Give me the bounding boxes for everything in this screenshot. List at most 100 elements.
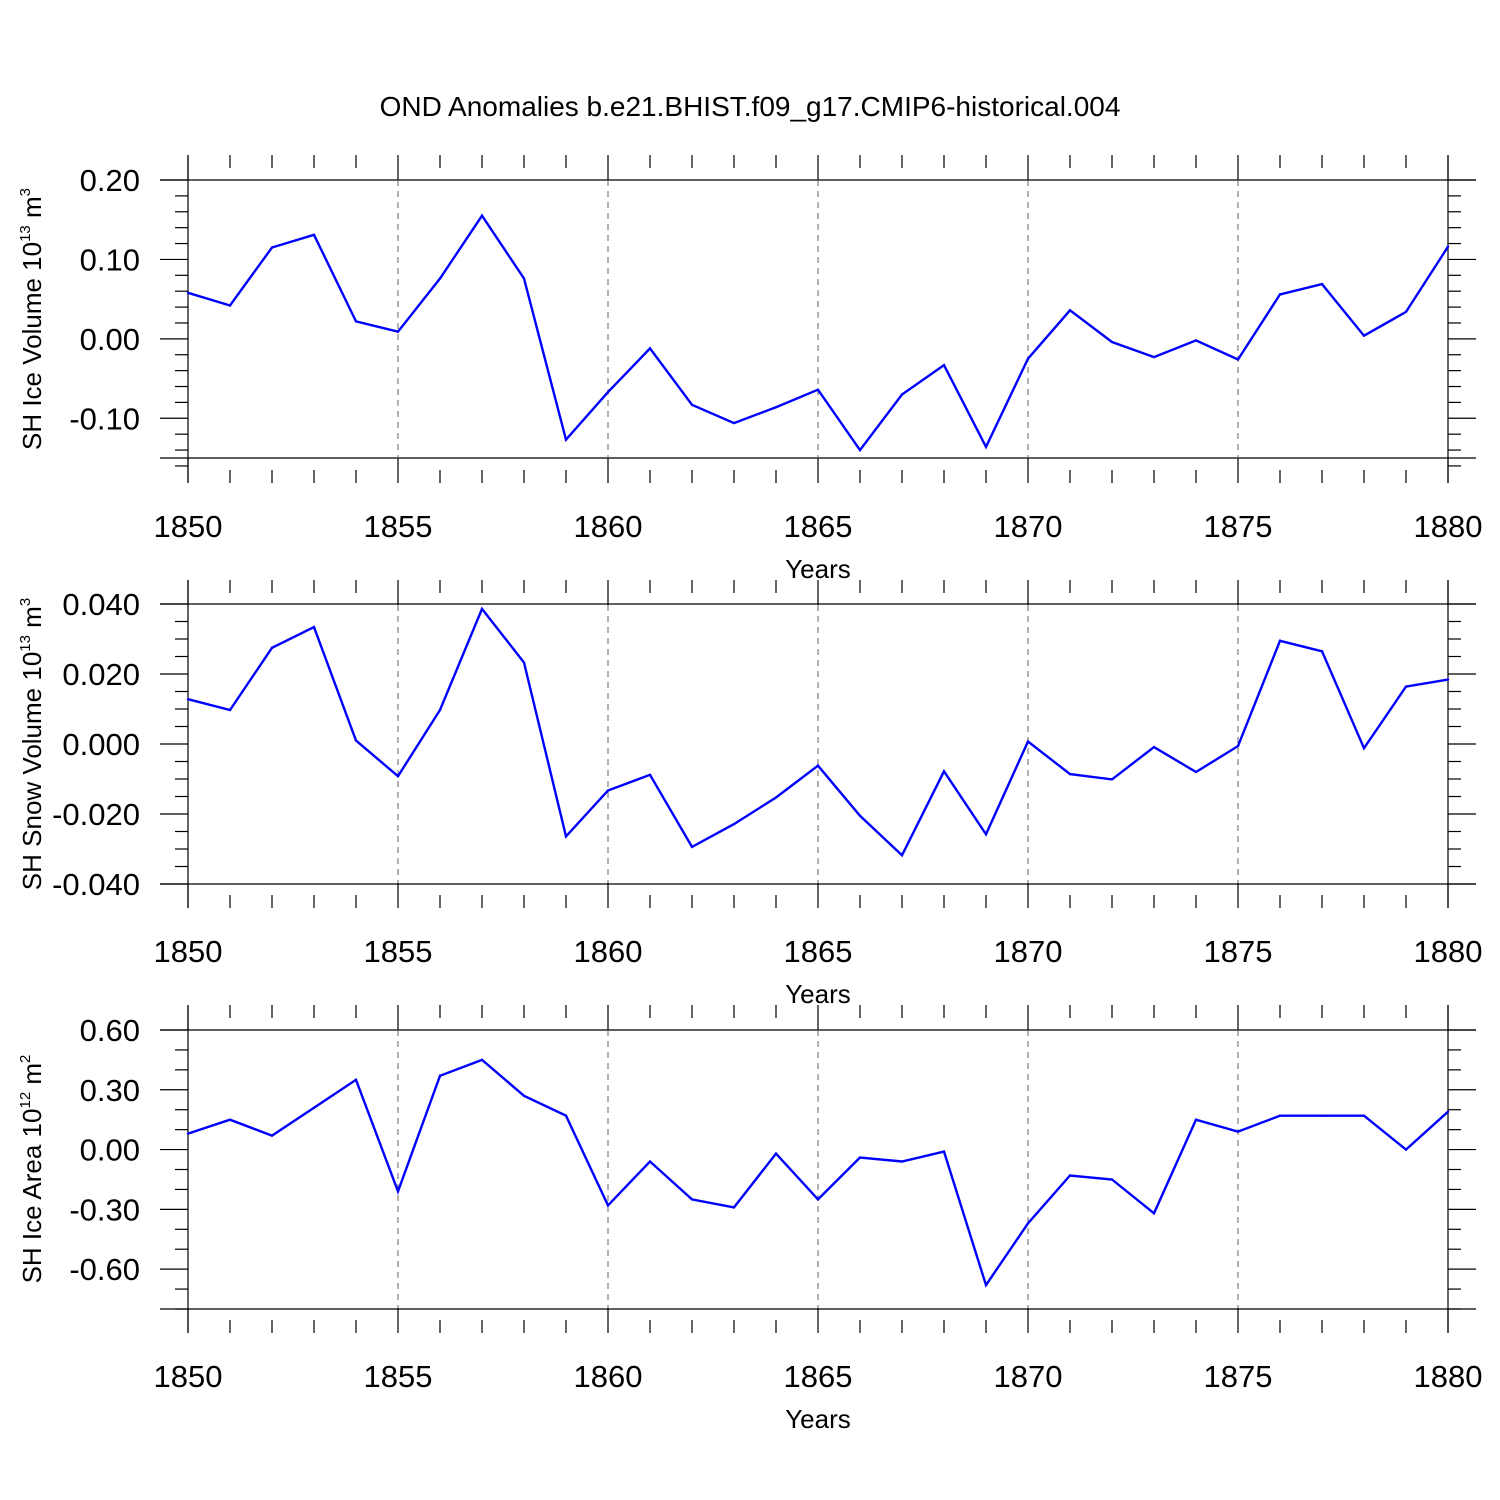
data-point [1110, 1178, 1114, 1181]
data-point [816, 388, 820, 391]
y-tick-label: 0.000 [62, 727, 140, 762]
x-tick-label: 1860 [574, 509, 643, 544]
data-point [1068, 309, 1072, 312]
data-point [732, 822, 736, 826]
panels: 0.20 0.10 0.00 -0.10 1850 1855 1860 1865 1870 187… [17, 155, 1482, 1434]
x-tick-label: 1870 [994, 934, 1063, 969]
data-point [774, 1152, 778, 1155]
data-point [480, 1058, 484, 1062]
data-point [606, 789, 610, 792]
x-tick-label: 1860 [574, 1359, 643, 1394]
data-point [690, 845, 694, 849]
panel-2: 0.040 0.020 0.000 -0.020 -0.040 1850 1855 1860 1… [17, 580, 1482, 1009]
data-point [732, 1206, 736, 1209]
data-point [354, 739, 358, 742]
data-point [984, 833, 988, 836]
y-axis-label-ylabel-prefix: SH Ice Volume 10 [17, 242, 47, 450]
y-tick-label: -0.020 [52, 797, 140, 832]
panel-1: 0.20 0.10 0.00 -0.10 1850 1855 1860 1865 1870 187… [17, 155, 1482, 584]
data-point [354, 320, 358, 323]
x-axis-label: Years [785, 554, 851, 584]
data-point [438, 708, 442, 712]
y-axis-label-ylabel-exp: 13 [17, 635, 34, 652]
data-point [942, 770, 946, 773]
data-point [522, 661, 526, 664]
x-tick-label: 1870 [994, 509, 1063, 544]
data-point [1194, 770, 1198, 774]
data-point [858, 1156, 862, 1159]
data-point [186, 1132, 190, 1135]
data-point [1404, 310, 1408, 314]
data-point [480, 607, 484, 611]
y-tick-label: 0.020 [62, 657, 140, 692]
data-point [648, 347, 652, 350]
data-point [690, 403, 694, 406]
data-point [438, 277, 442, 280]
data-point [1026, 357, 1030, 360]
x-tick-label: 1865 [784, 1359, 853, 1394]
data-point [606, 390, 610, 394]
x-tick-label: 1860 [574, 934, 643, 969]
data-point [186, 698, 190, 701]
data-point [648, 1160, 652, 1163]
x-tick-label: 1875 [1204, 934, 1273, 969]
data-point [1278, 639, 1282, 642]
data-point [1362, 334, 1366, 337]
x-tick-label: 1875 [1204, 509, 1273, 544]
data-point [648, 773, 652, 776]
figure-title: OND Anomalies b.e21.BHIST.f09_g17.CMIP6-… [380, 91, 1121, 122]
data-point [1446, 678, 1450, 681]
y-axis-label: SH Ice Volume 1013 m3 [17, 188, 47, 450]
x-tick-label: 1855 [364, 509, 433, 544]
data-point [1278, 293, 1282, 296]
data-point [564, 1114, 568, 1117]
y-tick-label: 0.20 [80, 163, 140, 198]
y-axis-label-ylabel-unit-exp: 3 [17, 188, 34, 196]
data-point [984, 445, 988, 449]
data-point [732, 421, 736, 425]
x-tick-label: 1850 [154, 509, 223, 544]
data-point [396, 330, 400, 333]
data-point [774, 405, 778, 409]
data-point [270, 246, 274, 249]
x-tick-label: 1870 [994, 1359, 1063, 1394]
data-point [900, 854, 904, 857]
data-point [858, 814, 862, 817]
data-point [1236, 1130, 1240, 1133]
y-axis-label: SH Ice Area 1012 m2 [17, 1055, 47, 1284]
data-point [480, 214, 484, 217]
data-point [1320, 282, 1324, 286]
data-point [438, 1074, 442, 1078]
data-point [1320, 1114, 1324, 1117]
x-tick-label: 1865 [784, 509, 853, 544]
data-point [1446, 1110, 1450, 1113]
data-point [1362, 747, 1366, 750]
data-point [228, 708, 232, 712]
data-point [1362, 1114, 1366, 1117]
data-point [312, 1106, 316, 1109]
x-tick-label: 1865 [784, 934, 853, 969]
data-point [270, 1134, 274, 1137]
data-point [1236, 744, 1240, 748]
y-axis-label-ylabel-unit-exp: 2 [17, 1055, 34, 1063]
data-point [942, 363, 946, 367]
y-tick-label: 0.30 [80, 1073, 140, 1108]
x-tick-label: 1855 [364, 934, 433, 969]
y-axis-label-ylabel-suffix: m [17, 196, 47, 225]
data-point [228, 304, 232, 307]
y-tick-label: 0.040 [62, 587, 140, 622]
y-tick-label: -0.040 [52, 867, 140, 902]
data-point [564, 835, 568, 838]
data-point [1068, 772, 1072, 776]
data-point [858, 448, 862, 452]
x-tick-label: 1850 [154, 1359, 223, 1394]
data-point [396, 1190, 400, 1193]
y-axis-label-ylabel-unit-exp: 3 [17, 598, 34, 606]
y-tick-label: -0.30 [69, 1192, 140, 1227]
data-point [228, 1118, 232, 1121]
y-axis-label: SH Snow Volume 1013 m3 [17, 598, 47, 890]
data-point [396, 775, 400, 778]
data-point [690, 1198, 694, 1201]
data-point [942, 1150, 946, 1153]
